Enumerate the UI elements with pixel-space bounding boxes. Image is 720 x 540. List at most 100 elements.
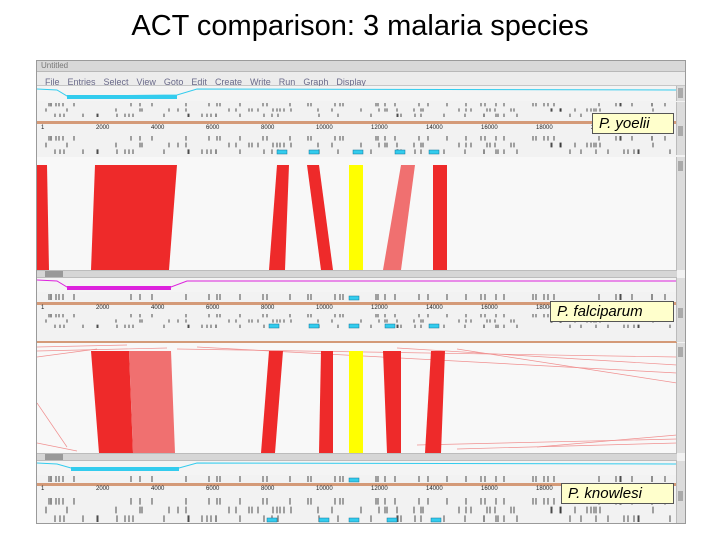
ruler-tick-label: 8000 — [261, 486, 275, 492]
ruler-tick-label: 1 — [41, 125, 45, 131]
menu-view[interactable]: View — [136, 77, 156, 87]
bottom-feature-overview[interactable] — [37, 461, 677, 475]
ruler-tick-label: 6000 — [206, 486, 220, 492]
ruler-tick-label: 6000 — [206, 125, 220, 131]
gene-feature[interactable] — [318, 517, 330, 523]
middle-graph-line — [37, 279, 677, 288]
ruler-tick-label: 1 — [41, 486, 45, 492]
menu-graph[interactable]: Graph — [303, 77, 329, 87]
gene-feature[interactable] — [348, 517, 360, 523]
gene-feature[interactable] — [276, 149, 288, 155]
ruler-tick-label: 14000 — [426, 486, 443, 492]
match-block[interactable] — [319, 351, 333, 453]
gene-feature[interactable] — [268, 323, 280, 329]
slide-title: ACT comparison: 3 malaria species — [131, 10, 589, 42]
ruler-tick-label: 18000 — [536, 305, 553, 311]
ruler-tick-label: 18000 — [536, 486, 553, 492]
gene-feature[interactable] — [394, 149, 406, 155]
comparison-scroll-2[interactable] — [676, 343, 685, 453]
gene-feature[interactable] — [430, 517, 442, 523]
ruler-tick-label: 16000 — [481, 305, 498, 311]
menu-edit[interactable]: Edit — [191, 77, 207, 87]
bottom-graph-line — [37, 462, 677, 469]
ruler-tick-label: 18000 — [536, 125, 553, 131]
gene-feature[interactable] — [266, 517, 278, 523]
middle-feature-overview[interactable] — [37, 278, 677, 292]
gene-feature[interactable] — [348, 295, 360, 301]
ruler-tick-label: 10000 — [316, 125, 333, 131]
ruler-tick-label: 16000 — [481, 125, 498, 131]
comparison-panel-yoelii-falciparum[interactable] — [37, 157, 677, 270]
match-block[interactable] — [269, 165, 289, 270]
ruler-tick-label: 6000 — [206, 305, 220, 311]
ruler-tick-label: 4000 — [151, 305, 165, 311]
top-forward-features[interactable] — [37, 102, 677, 118]
gene-feature[interactable] — [308, 149, 320, 155]
match-block-highlight[interactable] — [349, 351, 363, 453]
top-track-scroll[interactable] — [676, 102, 685, 155]
menu-create[interactable]: Create — [214, 77, 242, 87]
gene-feature[interactable] — [348, 323, 360, 329]
top-feature-block[interactable] — [67, 95, 177, 99]
gene-feature[interactable] — [308, 323, 320, 329]
match-block[interactable] — [261, 351, 283, 453]
menu-goto[interactable]: Goto — [163, 77, 184, 87]
match-block[interactable] — [37, 165, 49, 270]
match-block[interactable] — [129, 351, 175, 453]
top-graph-line — [37, 88, 677, 97]
match-block[interactable] — [307, 165, 333, 270]
comparison-scroll-1[interactable] — [676, 157, 685, 270]
comparison-hscroll-1[interactable] — [37, 270, 677, 278]
ruler-tick-label: 8000 — [261, 125, 275, 131]
ruler-tick-label: 12000 — [371, 125, 388, 131]
window-title: Untitled — [41, 61, 69, 70]
middle-ruler-top — [37, 302, 677, 305]
species-label-falciparum: P. falciparum — [550, 301, 674, 322]
gene-feature[interactable] — [428, 323, 440, 329]
species-label-yoelii: P. yoelii — [592, 113, 674, 134]
act-window: Untitled File Entries Select View Goto Edit Cr… — [36, 60, 686, 524]
bottom-track-scroll[interactable] — [676, 461, 685, 523]
menu-file[interactable]: File — [45, 77, 60, 87]
match-block[interactable] — [91, 165, 177, 270]
gene-feature[interactable] — [384, 323, 396, 329]
menu-run[interactable]: Run — [278, 77, 296, 87]
middle-ruler-bottom — [37, 341, 677, 344]
top-feature-overview[interactable] — [37, 86, 677, 101]
menu-select[interactable]: Select — [103, 77, 129, 87]
ruler-tick-label: 10000 — [316, 305, 333, 311]
ruler-tick-label: 2000 — [96, 486, 110, 492]
match-block[interactable] — [425, 351, 445, 453]
bottom-forward-features[interactable] — [37, 475, 677, 483]
middle-track-scroll[interactable] — [676, 278, 685, 342]
ruler-tick-label: 16000 — [481, 486, 498, 492]
bottom-ruler — [37, 483, 677, 486]
ruler-tick-label: 4000 — [151, 125, 165, 131]
match-block[interactable] — [433, 165, 447, 270]
ruler-tick-label: 14000 — [426, 125, 443, 131]
ruler-tick-label: 10000 — [316, 486, 333, 492]
top-ruler — [37, 121, 677, 124]
menu-write[interactable]: Write — [249, 77, 271, 87]
match-block[interactable] — [383, 165, 415, 270]
top-overview-scroll[interactable] — [676, 86, 685, 101]
gene-feature[interactable] — [348, 477, 360, 483]
match-block[interactable] — [383, 351, 401, 453]
bottom-feature-block[interactable] — [71, 467, 179, 471]
menu-display[interactable]: Display — [336, 77, 366, 87]
ruler-tick-label: 4000 — [151, 486, 165, 492]
gene-feature[interactable] — [386, 517, 398, 523]
match-block-highlight[interactable] — [349, 165, 363, 270]
comparison-hscroll-2[interactable] — [37, 453, 677, 461]
match-block[interactable] — [91, 351, 133, 453]
gene-feature[interactable] — [428, 149, 440, 155]
gene-feature[interactable] — [352, 149, 364, 155]
middle-feature-block[interactable] — [67, 286, 171, 290]
menu-entries[interactable]: Entries — [67, 77, 96, 87]
bottom-reverse-features[interactable] — [37, 497, 677, 523]
middle-forward-features[interactable] — [37, 293, 677, 301]
top-reverse-features[interactable] — [37, 135, 677, 155]
ruler-tick-label: 1 — [41, 305, 45, 311]
ruler-tick-label: 14000 — [426, 305, 443, 311]
comparison-panel-falciparum-knowlesi[interactable] — [37, 343, 677, 453]
